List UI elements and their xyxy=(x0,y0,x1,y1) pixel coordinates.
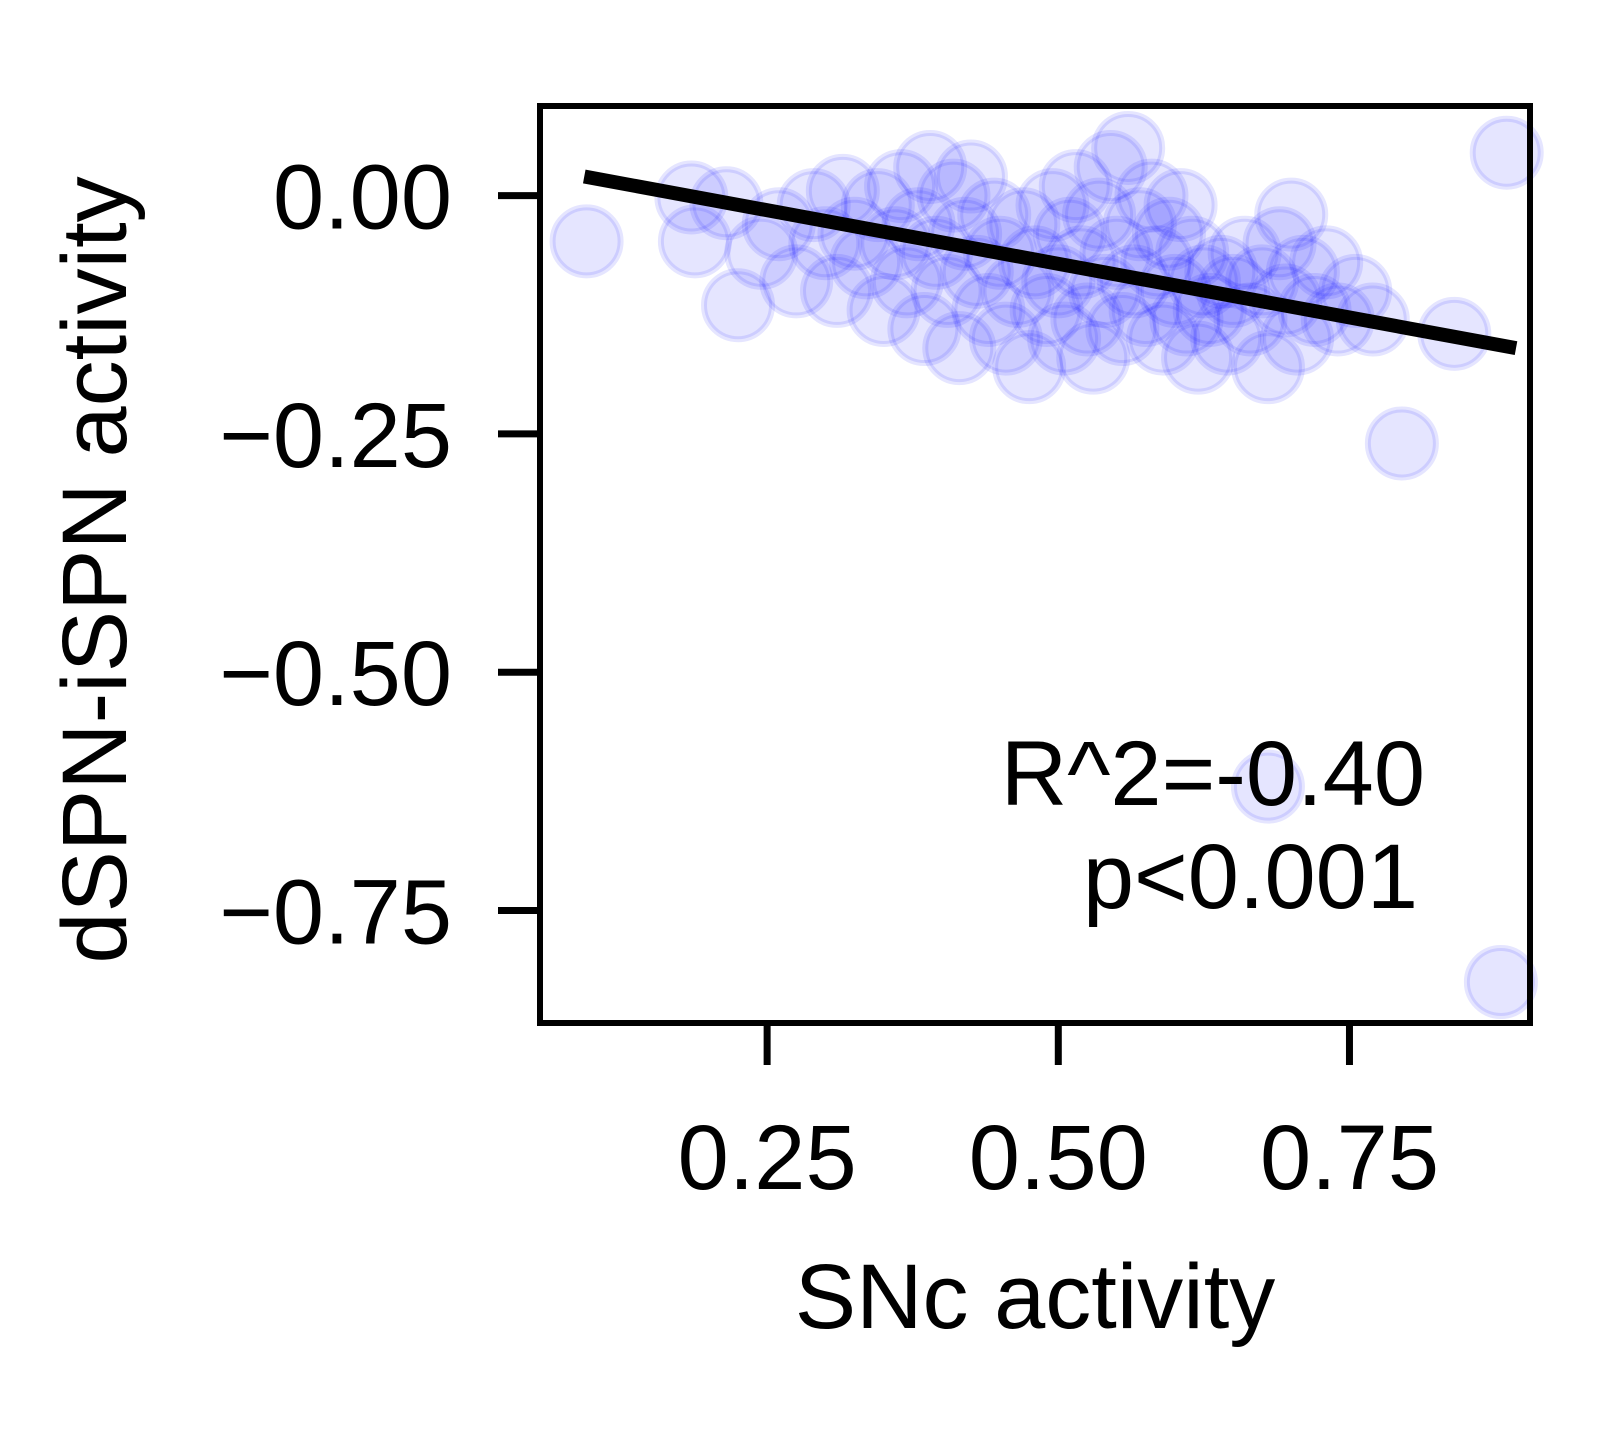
data-point xyxy=(922,311,997,386)
data-point xyxy=(1085,292,1160,367)
data-point xyxy=(800,253,874,328)
data-point xyxy=(1289,225,1364,300)
data-point xyxy=(549,204,624,279)
y-tick-label: 0.00 xyxy=(273,147,452,249)
data-point xyxy=(951,272,1026,347)
data-point xyxy=(910,253,985,328)
data-point xyxy=(933,139,1008,214)
data-point xyxy=(893,130,968,205)
y-axis-label: dSPN-iSPN activity xyxy=(44,176,146,963)
data-point xyxy=(1126,301,1201,376)
data-point xyxy=(1161,320,1236,395)
data-point xyxy=(846,272,921,347)
r-squared-annotation: R^2=-0.40 xyxy=(1001,723,1425,825)
data-point xyxy=(1009,272,1084,347)
data-point xyxy=(1364,406,1439,481)
data-point xyxy=(1207,215,1282,290)
data-point xyxy=(1102,187,1177,262)
y-tick-label: −0.50 xyxy=(219,623,452,725)
y-axis: 0.00 −0.25 −0.50 −0.75 xyxy=(219,147,540,964)
p-value-annotation: p<0.001 xyxy=(1083,826,1418,928)
data-point xyxy=(1230,749,1305,824)
data-point xyxy=(887,292,962,367)
data-point xyxy=(869,244,944,319)
y-tick-label: −0.75 xyxy=(219,862,452,964)
data-point xyxy=(1242,206,1317,281)
data-point xyxy=(1091,110,1166,185)
data-point xyxy=(1463,945,1538,1020)
data-point xyxy=(1056,320,1131,395)
data-point xyxy=(1050,282,1125,357)
data-point xyxy=(724,215,799,290)
y-tick-label: −0.25 xyxy=(219,385,452,487)
data-point xyxy=(1062,177,1137,252)
data-point xyxy=(1114,158,1189,233)
data-point xyxy=(759,244,834,319)
x-tick-label: 0.75 xyxy=(1260,1107,1439,1209)
data-point xyxy=(1073,130,1148,205)
data-point xyxy=(968,301,1043,376)
x-axis: 0.25 0.50 0.75 xyxy=(678,1023,1439,1209)
data-point xyxy=(1143,168,1218,243)
data-point xyxy=(1230,330,1305,405)
data-point xyxy=(1190,301,1265,376)
data-point xyxy=(1015,168,1090,243)
data-point xyxy=(1131,196,1206,271)
plot-frame xyxy=(537,103,1533,1026)
data-points xyxy=(549,110,1544,1020)
data-point xyxy=(701,268,775,343)
data-point xyxy=(992,330,1067,405)
x-tick-label: 0.50 xyxy=(969,1107,1148,1209)
x-tick-label: 0.25 xyxy=(678,1107,857,1209)
data-point xyxy=(657,204,732,279)
data-point xyxy=(1469,115,1544,190)
regression-line xyxy=(582,169,1518,356)
data-point xyxy=(916,158,991,233)
data-point xyxy=(864,149,939,224)
data-point xyxy=(1254,177,1329,252)
data-point xyxy=(1038,149,1113,224)
data-point xyxy=(1027,301,1102,376)
x-axis-label: SNc activity xyxy=(795,1246,1276,1348)
